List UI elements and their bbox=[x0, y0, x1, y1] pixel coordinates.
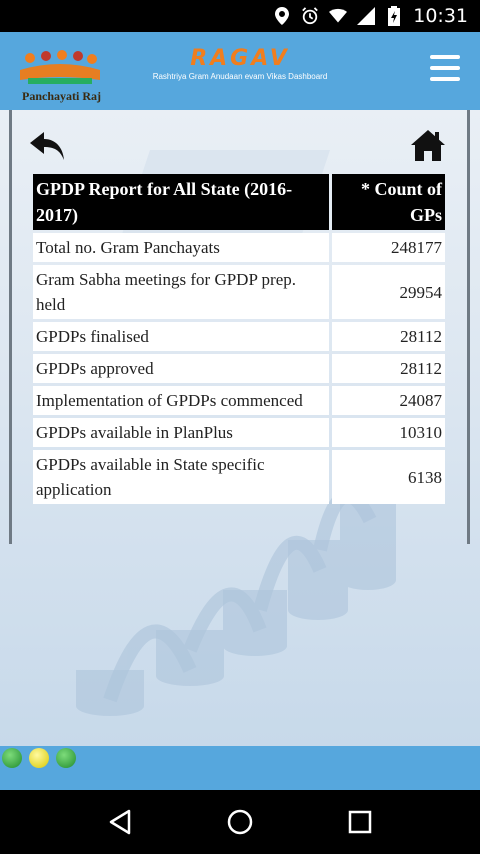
table-row: GPDPs available in PlanPlus 10310 bbox=[33, 418, 445, 447]
table-header-row: GPDP Report for All State (2016-2017) * … bbox=[33, 174, 445, 230]
footer-bar bbox=[0, 746, 480, 790]
row-label: GPDPs available in State specific applic… bbox=[33, 450, 329, 504]
row-label: Total no. Gram Panchayats bbox=[33, 233, 329, 262]
panel-border-left bbox=[9, 110, 12, 544]
indicator-dots bbox=[2, 748, 76, 768]
row-label: Implementation of GPDPs commenced bbox=[33, 386, 329, 415]
table-row: GPDPs finalised 28112 bbox=[33, 322, 445, 351]
row-value: 29954 bbox=[332, 265, 445, 319]
hamburger-menu-icon[interactable] bbox=[430, 55, 460, 81]
row-label: GPDPs available in PlanPlus bbox=[33, 418, 329, 447]
row-label: GPDPs finalised bbox=[33, 322, 329, 351]
brand-subtitle: Rashtriya Gram Anudaan evam Vikas Dashbo… bbox=[152, 72, 328, 81]
column-header-count: * Count of GPs bbox=[332, 174, 445, 230]
battery-icon bbox=[385, 6, 403, 26]
back-arrow-icon[interactable] bbox=[28, 130, 66, 162]
status-time: 10:31 bbox=[413, 5, 468, 27]
recents-square-icon[interactable] bbox=[340, 802, 380, 842]
column-header-report: GPDP Report for All State (2016-2017) bbox=[33, 174, 329, 230]
row-value: 10310 bbox=[332, 418, 445, 447]
brand-title: RAGAV bbox=[190, 46, 290, 71]
indicator-dot bbox=[56, 748, 76, 768]
app-header: Panchayati Raj RAGAV Rashtriya Gram Anud… bbox=[0, 32, 480, 110]
brand: RAGAV Rashtriya Gram Anudaan evam Vikas … bbox=[140, 46, 340, 81]
row-value: 24087 bbox=[332, 386, 445, 415]
panel-border-right bbox=[467, 110, 470, 544]
row-value: 28112 bbox=[332, 322, 445, 351]
row-value: 28112 bbox=[332, 354, 445, 383]
back-triangle-icon[interactable] bbox=[100, 802, 140, 842]
status-bar: 10:31 bbox=[0, 0, 480, 32]
wifi-icon bbox=[329, 7, 348, 25]
logo-text: Panchayati Raj bbox=[22, 89, 101, 103]
content-area: GPDP Report for All State (2016-2017) * … bbox=[0, 110, 480, 746]
row-label: Gram Sabha meetings for GPDP prep. held bbox=[33, 265, 329, 319]
table-row: GPDPs available in State specific applic… bbox=[33, 450, 445, 504]
row-value: 6138 bbox=[332, 450, 445, 504]
home-circle-icon[interactable] bbox=[220, 802, 260, 842]
location-icon bbox=[273, 7, 291, 25]
row-label: GPDPs approved bbox=[33, 354, 329, 383]
home-icon[interactable] bbox=[410, 128, 446, 162]
gpdp-report-table: GPDP Report for All State (2016-2017) * … bbox=[30, 171, 448, 507]
table-row: Implementation of GPDPs commenced 24087 bbox=[33, 386, 445, 415]
row-value: 248177 bbox=[332, 233, 445, 262]
table-row: GPDPs approved 28112 bbox=[33, 354, 445, 383]
panchayati-raj-logo: Panchayati Raj bbox=[18, 48, 102, 106]
alarm-icon bbox=[301, 7, 319, 25]
table-row: Total no. Gram Panchayats 248177 bbox=[33, 233, 445, 262]
indicator-dot bbox=[29, 748, 49, 768]
signal-icon bbox=[357, 7, 376, 25]
indicator-dot bbox=[2, 748, 22, 768]
android-navigation-bar bbox=[0, 790, 480, 854]
table-row: Gram Sabha meetings for GPDP prep. held … bbox=[33, 265, 445, 319]
